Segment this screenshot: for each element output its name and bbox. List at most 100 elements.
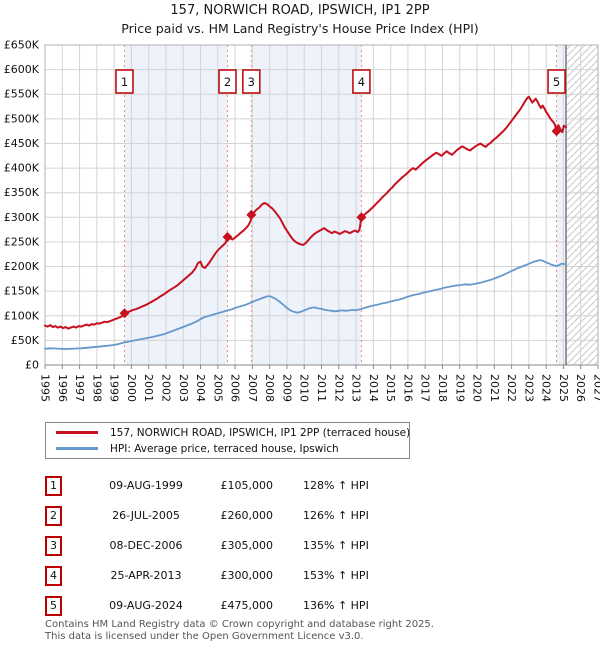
sale-label-number: 4	[358, 75, 365, 89]
price-line-swatch	[56, 431, 98, 434]
x-axis-label: 2010	[298, 374, 311, 402]
sale-date: 25-APR-2013	[110, 569, 182, 582]
sale-hpi-delta: 128% ↑ HPI	[303, 479, 369, 492]
x-axis-label: 2023	[522, 374, 535, 402]
y-axis-label: £650K	[4, 39, 40, 52]
x-axis-label: 2006	[229, 374, 242, 402]
sale-label-box	[242, 69, 261, 94]
price-chart: £0 £50K £100K £150K £200K £250K £300K £350K £400…	[4, 39, 600, 403]
sale-number-badge: 2	[45, 506, 62, 526]
x-axis-label: 2003	[177, 374, 190, 402]
x-axis-label: 2016	[401, 374, 414, 402]
x-axis-label: 2014	[367, 374, 380, 402]
x-axis-label: 2027	[592, 374, 600, 402]
x-axis-label: 2001	[142, 374, 155, 402]
sale-label-box	[115, 69, 134, 94]
x-axis-label: 2015	[384, 374, 397, 402]
sale-date: 09-AUG-2024	[109, 599, 183, 612]
x-axis-label: 2025	[557, 374, 570, 402]
x-axis-label: 2013	[350, 374, 363, 402]
sale-price: £300,000	[220, 569, 274, 582]
x-axis-label: 2017	[419, 374, 432, 402]
page-subtitle: Price paid vs. HM Land Registry's House …	[121, 21, 479, 36]
footer-line1: Contains HM Land Registry data © Crown c…	[45, 619, 434, 630]
x-axis-label: 1995	[39, 374, 52, 402]
sale-label-number: 1	[121, 75, 128, 89]
y-axis-label: £0	[25, 359, 39, 372]
sale-hpi-delta: 153% ↑ HPI	[303, 569, 369, 582]
y-axis-label: £150K	[4, 285, 40, 298]
sale-price: £475,000	[220, 599, 274, 612]
y-axis-label: £50K	[11, 334, 40, 347]
x-axis-label: 2011	[315, 374, 328, 402]
sale-label-number: 5	[553, 75, 560, 89]
legend-label: HPI: Average price, terraced house, Ipsw…	[110, 442, 339, 455]
x-axis-label: 2005	[211, 374, 224, 402]
x-axis-label: 1996	[56, 374, 69, 402]
sale-number-badge: 3	[45, 536, 62, 556]
y-axis-label: £550K	[4, 88, 40, 101]
sales-table: 1 09-AUG-1999 £105,000 128% ↑ HPI 2 26-JUL-20…	[45, 474, 465, 624]
y-axis-label: £300K	[4, 211, 40, 224]
y-axis-label: £100K	[4, 309, 40, 322]
legend-item-price: 157, NORWICH ROAD, IPSWICH, IP1 2PP (ter…	[56, 426, 411, 439]
x-axis-label: 2000	[125, 374, 138, 402]
sale-label-box	[352, 69, 371, 94]
sale-date: 09-AUG-1999	[109, 479, 183, 492]
sale-hpi-delta: 126% ↑ HPI	[303, 509, 369, 522]
x-axis-label: 2009	[280, 374, 293, 402]
x-axis-label: 2012	[332, 374, 345, 402]
hpi-line	[44, 259, 567, 350]
sale-marker	[246, 209, 257, 220]
legend-item-hpi: HPI: Average price, terraced house, Ipsw…	[56, 443, 409, 455]
y-axis-label: £600K	[4, 63, 40, 76]
x-axis-label: 2004	[194, 374, 207, 402]
sale-date: 26-JUL-2005	[112, 509, 180, 522]
x-axis-label: 2020	[471, 374, 484, 402]
sale-price: £260,000	[220, 509, 274, 522]
sale-price: £305,000	[220, 539, 274, 552]
table-row: 2 26-JUL-2005 £260,000 126% ↑ HPI	[45, 504, 465, 534]
y-axis-label: £400K	[4, 162, 40, 175]
y-axis-label: £450K	[4, 137, 40, 150]
sale-hpi-delta: 135% ↑ HPI	[303, 539, 369, 552]
y-axis-label: £350K	[4, 186, 40, 199]
ownership-band	[556, 45, 567, 365]
x-axis-label: 2026	[574, 374, 587, 402]
x-axis-label: 2007	[246, 374, 259, 402]
hpi-line-swatch	[56, 447, 98, 450]
sale-label-box	[547, 69, 566, 94]
y-axis-label: £200K	[4, 260, 40, 273]
x-axis-label: 1998	[90, 374, 103, 402]
y-axis-label: £250K	[4, 235, 40, 248]
x-axis-label: 2002	[159, 374, 172, 402]
sale-marker	[222, 232, 233, 242]
price-line	[44, 95, 567, 330]
footer-line2: This data is licensed under the Open Gov…	[45, 630, 364, 642]
sale-price: £105,000	[220, 479, 274, 492]
sale-marker	[356, 212, 367, 223]
sale-number-badge: 1	[45, 476, 62, 496]
table-row: 3 08-DEC-2006 £305,000 135% ↑ HPI	[45, 534, 465, 564]
x-axis-label: 2024	[540, 374, 553, 402]
x-axis-label: 2021	[488, 374, 501, 402]
sale-date: 08-DEC-2006	[109, 539, 183, 552]
ownership-band	[124, 45, 228, 365]
x-axis-label: 2019	[453, 374, 466, 402]
x-axis-label: 2008	[263, 374, 276, 402]
table-row: 4 25-APR-2013 £300,000 153% ↑ HPI	[45, 564, 465, 594]
sale-hpi-delta: 136% ↑ HPI	[303, 599, 369, 612]
sale-label-number: 2	[224, 75, 231, 89]
legend-label: 157, NORWICH ROAD, IPSWICH, IP1 2PP (ter…	[110, 426, 411, 439]
y-axis-label: £500K	[4, 112, 40, 125]
future-hatch-region	[566, 45, 598, 365]
sale-label-number: 3	[248, 75, 255, 89]
table-row: 5 09-AUG-2024 £475,000 136% ↑ HPI	[45, 594, 465, 624]
x-axis-label: 2022	[505, 374, 518, 402]
footer: Contains HM Land Registry data © Crown c…	[45, 619, 434, 642]
sale-marker	[119, 308, 130, 319]
sale-label-box	[218, 69, 237, 94]
x-axis-label: 1997	[73, 374, 86, 402]
sale-number-badge: 4	[45, 566, 62, 586]
